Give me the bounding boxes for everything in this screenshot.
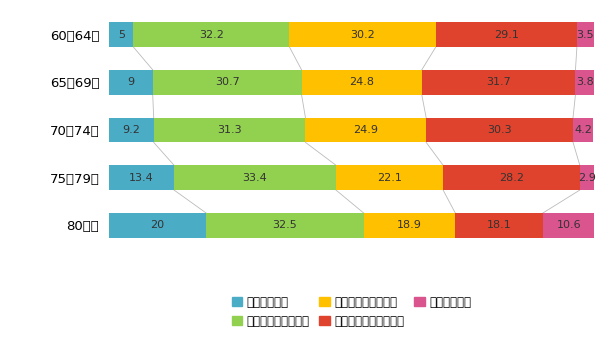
Bar [422, 70, 576, 95]
Text: 28.2: 28.2 [499, 173, 524, 183]
Text: 30.3: 30.3 [487, 125, 512, 135]
Bar [580, 165, 594, 190]
Bar [109, 117, 154, 142]
Bar [206, 213, 364, 238]
Text: 5: 5 [118, 30, 125, 40]
Legend: 十分だと思う, 最低限はあると思う, 少し足りないと思う, かなり足りないと思う, 不明・無回答: 十分だと思う, 最低限はあると思う, 少し足りないと思う, かなり足りないと思う… [227, 291, 476, 332]
Text: 31.7: 31.7 [486, 77, 511, 87]
Bar [436, 22, 577, 47]
Bar [154, 117, 305, 142]
Bar [290, 22, 436, 47]
Bar [109, 70, 153, 95]
Text: 29.1: 29.1 [494, 30, 519, 40]
Text: 9: 9 [127, 77, 135, 87]
Bar [364, 213, 455, 238]
Text: 24.8: 24.8 [349, 77, 374, 87]
Text: 24.9: 24.9 [353, 125, 378, 135]
Bar [133, 22, 290, 47]
Text: 3.8: 3.8 [576, 77, 593, 87]
Bar [109, 165, 174, 190]
Text: 2.9: 2.9 [578, 173, 596, 183]
Bar [443, 165, 580, 190]
Bar [576, 70, 594, 95]
Text: 31.3: 31.3 [217, 125, 242, 135]
Text: 13.4: 13.4 [129, 173, 154, 183]
Bar [302, 70, 422, 95]
Text: 30.7: 30.7 [215, 77, 239, 87]
Text: 32.5: 32.5 [273, 220, 297, 230]
Bar [174, 165, 336, 190]
Text: 9.2: 9.2 [122, 125, 141, 135]
Text: 22.1: 22.1 [377, 173, 402, 183]
Text: 20: 20 [150, 220, 165, 230]
Text: 32.2: 32.2 [199, 30, 224, 40]
Bar [543, 213, 594, 238]
Bar [426, 117, 573, 142]
Bar [577, 22, 594, 47]
Text: 10.6: 10.6 [556, 220, 581, 230]
Text: 4.2: 4.2 [574, 125, 592, 135]
Text: 33.4: 33.4 [242, 173, 267, 183]
Text: 30.2: 30.2 [350, 30, 375, 40]
Text: 3.5: 3.5 [576, 30, 594, 40]
Bar [455, 213, 543, 238]
Bar [336, 165, 443, 190]
Bar [109, 22, 133, 47]
Bar [305, 117, 426, 142]
Bar [153, 70, 302, 95]
Bar [109, 213, 206, 238]
Text: 18.9: 18.9 [397, 220, 422, 230]
Text: 18.1: 18.1 [487, 220, 511, 230]
Bar [573, 117, 593, 142]
